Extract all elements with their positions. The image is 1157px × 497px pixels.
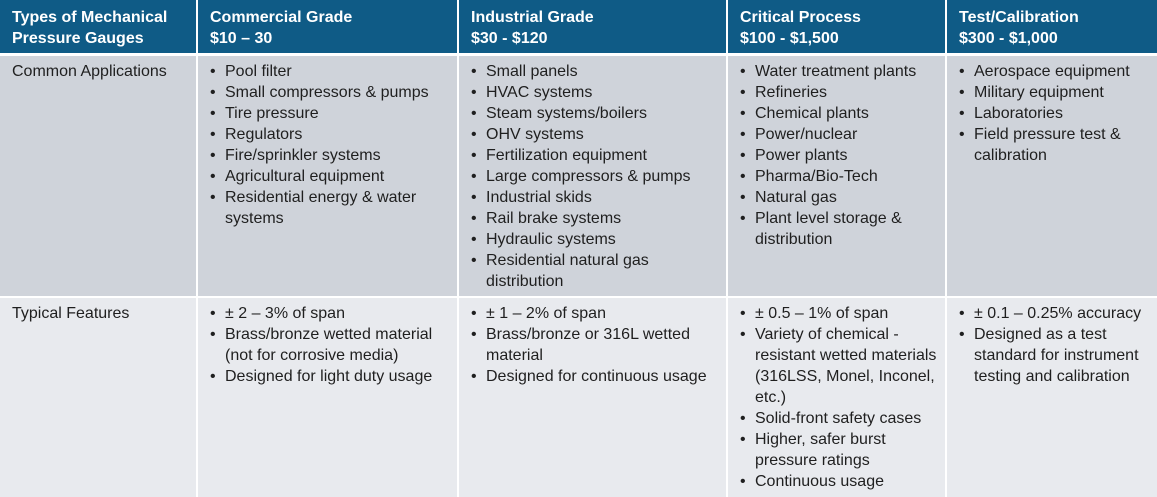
bullet-list: Aerospace equipmentMilitary equipmentLab… <box>959 61 1149 166</box>
bullet-item: ± 0.5 – 1% of span <box>740 303 937 324</box>
bullet-list: Small panelsHVAC systemsSteam systems/bo… <box>471 61 718 292</box>
bullet-item: Industrial skids <box>471 187 718 208</box>
bullet-item: Fertilization equipment <box>471 145 718 166</box>
bullet-item: Designed for light duty usage <box>210 366 449 387</box>
bullet-item: Power plants <box>740 145 937 166</box>
bullet-item: Small panels <box>471 61 718 82</box>
cell-applications-commercial: Pool filterSmall compressors & pumpsTire… <box>197 54 459 298</box>
bullet-item: Designed as a test standard for instrume… <box>959 324 1149 387</box>
bullet-list: Water treatment plantsRefineriesChemical… <box>740 61 937 250</box>
bullet-item: Continuous usage <box>740 471 937 492</box>
bullet-item: Rail brake systems <box>471 208 718 229</box>
bullet-item: Brass/bronze wetted material (not for co… <box>210 324 449 366</box>
bullet-item: Residential energy & water systems <box>210 187 449 229</box>
cell-features-industrial: ± 1 – 2% of spanBrass/bronze or 316L wet… <box>458 297 728 497</box>
bullet-item: OHV systems <box>471 124 718 145</box>
header-commercial-grade: Commercial Grade $10 – 30 <box>197 0 459 56</box>
bullet-item: Natural gas <box>740 187 937 208</box>
bullet-item: ± 0.1 – 0.25% accuracy <box>959 303 1149 324</box>
bullet-list: ± 0.1 – 0.25% accuracyDesigned as a test… <box>959 303 1149 387</box>
bullet-item: Regulators <box>210 124 449 145</box>
header-commercial-price: $10 – 30 <box>210 30 273 47</box>
cell-features-commercial: ± 2 – 3% of spanBrass/bronze wetted mate… <box>197 297 459 497</box>
bullet-item: Refineries <box>740 82 937 103</box>
header-test-price: $300 - $1,000 <box>959 30 1058 47</box>
bullet-item: Variety of chemical -resistant wetted ma… <box>740 324 937 408</box>
bullet-item: Large compressors & pumps <box>471 166 718 187</box>
header-commercial-title: Commercial Grade <box>210 9 353 26</box>
bullet-item: Tire pressure <box>210 103 449 124</box>
bullet-item: Power/nuclear <box>740 124 937 145</box>
header-test-calibration: Test/Calibration $300 - $1,000 <box>946 0 1157 56</box>
cell-applications-industrial: Small panelsHVAC systemsSteam systems/bo… <box>458 54 728 298</box>
bullet-item: Small compressors & pumps <box>210 82 449 103</box>
bullet-item: Chemical plants <box>740 103 937 124</box>
bullet-item: Higher, safer burst pressure ratings <box>740 429 937 471</box>
row-label-cell: Common Applications <box>0 54 198 298</box>
header-critical-process: Critical Process $100 - $1,500 <box>727 0 947 56</box>
typical-features-row: Typical Features ± 2 – 3% of spanBrass/b… <box>0 297 1157 497</box>
row-label-cell: Typical Features <box>0 297 198 497</box>
bullet-item: Field pressure test & calibration <box>959 124 1149 166</box>
header-industrial-grade: Industrial Grade $30 - $120 <box>458 0 728 56</box>
bullet-item: Laboratories <box>959 103 1149 124</box>
header-industrial-title: Industrial Grade <box>471 9 594 26</box>
header-critical-title: Critical Process <box>740 9 861 26</box>
header-row: Types of Mechanical Pressure Gauges Comm… <box>0 0 1157 56</box>
bullet-item: Agricultural equipment <box>210 166 449 187</box>
bullet-item: Pool filter <box>210 61 449 82</box>
bullet-list: ± 0.5 – 1% of spanVariety of chemical -r… <box>740 303 937 492</box>
header-test-title: Test/Calibration <box>959 9 1079 26</box>
bullet-item: Residential natural gas distribution <box>471 250 718 292</box>
header-critical-price: $100 - $1,500 <box>740 30 839 47</box>
cell-features-critical: ± 0.5 – 1% of spanVariety of chemical -r… <box>727 297 947 497</box>
bullet-list: ± 1 – 2% of spanBrass/bronze or 316L wet… <box>471 303 718 387</box>
header-gauge-types-line1: Types of Mechanical <box>12 9 168 26</box>
bullet-list: Pool filterSmall compressors & pumpsTire… <box>210 61 449 229</box>
bullet-item: ± 2 – 3% of span <box>210 303 449 324</box>
header-gauge-types: Types of Mechanical Pressure Gauges <box>0 0 198 56</box>
bullet-item: Military equipment <box>959 82 1149 103</box>
bullet-list: ± 2 – 3% of spanBrass/bronze wetted mate… <box>210 303 449 387</box>
row-label-common-applications: Common Applications <box>12 63 167 80</box>
bullet-item: Plant level storage & distribution <box>740 208 937 250</box>
header-gauge-types-line2: Pressure Gauges <box>12 30 144 47</box>
bullet-item: Pharma/Bio-Tech <box>740 166 937 187</box>
header-industrial-price: $30 - $120 <box>471 30 548 47</box>
bullet-item: ± 1 – 2% of span <box>471 303 718 324</box>
bullet-item: Fire/sprinkler systems <box>210 145 449 166</box>
cell-applications-test: Aerospace equipmentMilitary equipmentLab… <box>946 54 1157 298</box>
bullet-item: Steam systems/boilers <box>471 103 718 124</box>
bullet-item: Brass/bronze or 316L wetted material <box>471 324 718 366</box>
common-applications-row: Common Applications Pool filterSmall com… <box>0 54 1157 298</box>
row-label-typical-features: Typical Features <box>12 305 130 322</box>
bullet-item: HVAC systems <box>471 82 718 103</box>
bullet-item: Hydraulic systems <box>471 229 718 250</box>
cell-features-test: ± 0.1 – 0.25% accuracyDesigned as a test… <box>946 297 1157 497</box>
bullet-item: Water treatment plants <box>740 61 937 82</box>
cell-applications-critical: Water treatment plantsRefineriesChemical… <box>727 54 947 298</box>
bullet-item: Designed for continuous usage <box>471 366 718 387</box>
bullet-item: Aerospace equipment <box>959 61 1149 82</box>
bullet-item: Solid-front safety cases <box>740 408 937 429</box>
